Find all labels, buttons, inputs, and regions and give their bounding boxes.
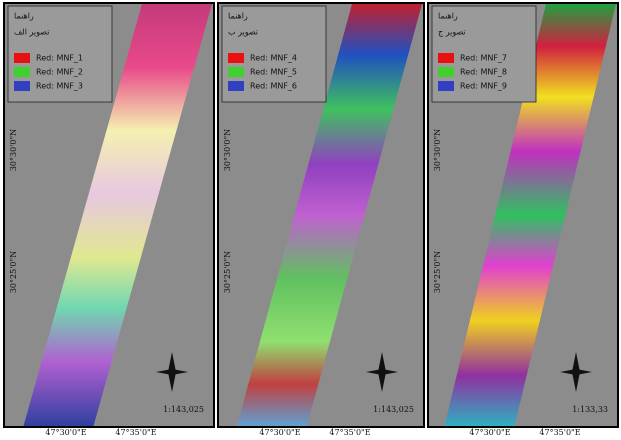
figure: راهنما تصویر الف Red: MNF_1 Red: MNF_2 Red: …: [0, 0, 621, 440]
legend-item: Red: MNF_9: [460, 82, 507, 91]
legend-swatch: [14, 53, 30, 63]
legend-subtitle: تصویر ب: [228, 28, 258, 37]
legend: راهنما تصویر الف Red: MNF_1 Red: MNF_2 Red: …: [8, 6, 112, 102]
scale-label: 1:143,025: [163, 405, 204, 414]
legend-item: Red: MNF_4: [250, 54, 297, 63]
longitude-label: 47°30'0"E: [469, 428, 510, 437]
longitude-label: 47°35'0"E: [539, 428, 580, 437]
legend: راهنما تصویر ب Red: MNF_4 Red: MNF_5 Red: MN…: [222, 6, 326, 102]
map-panel: راهنما تصویر ج Red: MNF_7 Red: MNF_8 Red: MN…: [428, 3, 618, 437]
legend-item: Red: MNF_8: [460, 68, 507, 77]
latitude-label: 30°25'0"N: [433, 251, 442, 293]
legend-swatch: [14, 67, 30, 77]
map-panel: راهنما تصویر الف Red: MNF_1 Red: MNF_2 Red: …: [4, 3, 214, 437]
legend-item: Red: MNF_1: [36, 54, 83, 63]
map-panel: راهنما تصویر ب Red: MNF_4 Red: MNF_5 Red: MN…: [218, 3, 424, 437]
longitude-label: 47°35'0"E: [329, 428, 370, 437]
legend-item: Red: MNF_7: [460, 54, 507, 63]
longitude-label: 47°30'0"E: [259, 428, 300, 437]
latitude-label: 30°25'0"N: [223, 251, 232, 293]
legend: راهنما تصویر ج Red: MNF_7 Red: MNF_8 Red: MN…: [432, 6, 536, 102]
legend-title: راهنما: [14, 12, 34, 21]
legend-swatch: [228, 67, 244, 77]
scale-label: 1:133,33: [572, 405, 608, 414]
latitude-label: 30°30'0"N: [223, 129, 232, 171]
legend-swatch: [14, 81, 30, 91]
latitude-label: 30°25'0"N: [9, 251, 18, 293]
latitude-label: 30°30'0"N: [433, 129, 442, 171]
legend-item: Red: MNF_2: [36, 68, 83, 77]
legend-item: Red: MNF_6: [250, 82, 297, 91]
legend-subtitle: تصویر ج: [438, 28, 466, 37]
legend-item: Red: MNF_3: [36, 82, 83, 91]
legend-swatch: [228, 53, 244, 63]
legend-item: Red: MNF_5: [250, 68, 297, 77]
longitude-label: 47°30'0"E: [45, 428, 86, 437]
legend-swatch: [438, 67, 454, 77]
scale-label: 1:143,025: [373, 405, 414, 414]
longitude-label: 47°35'0"E: [115, 428, 156, 437]
legend-title: راهنما: [438, 12, 458, 21]
legend-swatch: [438, 53, 454, 63]
latitude-label: 30°30'0"N: [9, 129, 18, 171]
legend-subtitle: تصویر الف: [14, 28, 49, 37]
legend-swatch: [228, 81, 244, 91]
legend-title: راهنما: [228, 12, 248, 21]
legend-swatch: [438, 81, 454, 91]
